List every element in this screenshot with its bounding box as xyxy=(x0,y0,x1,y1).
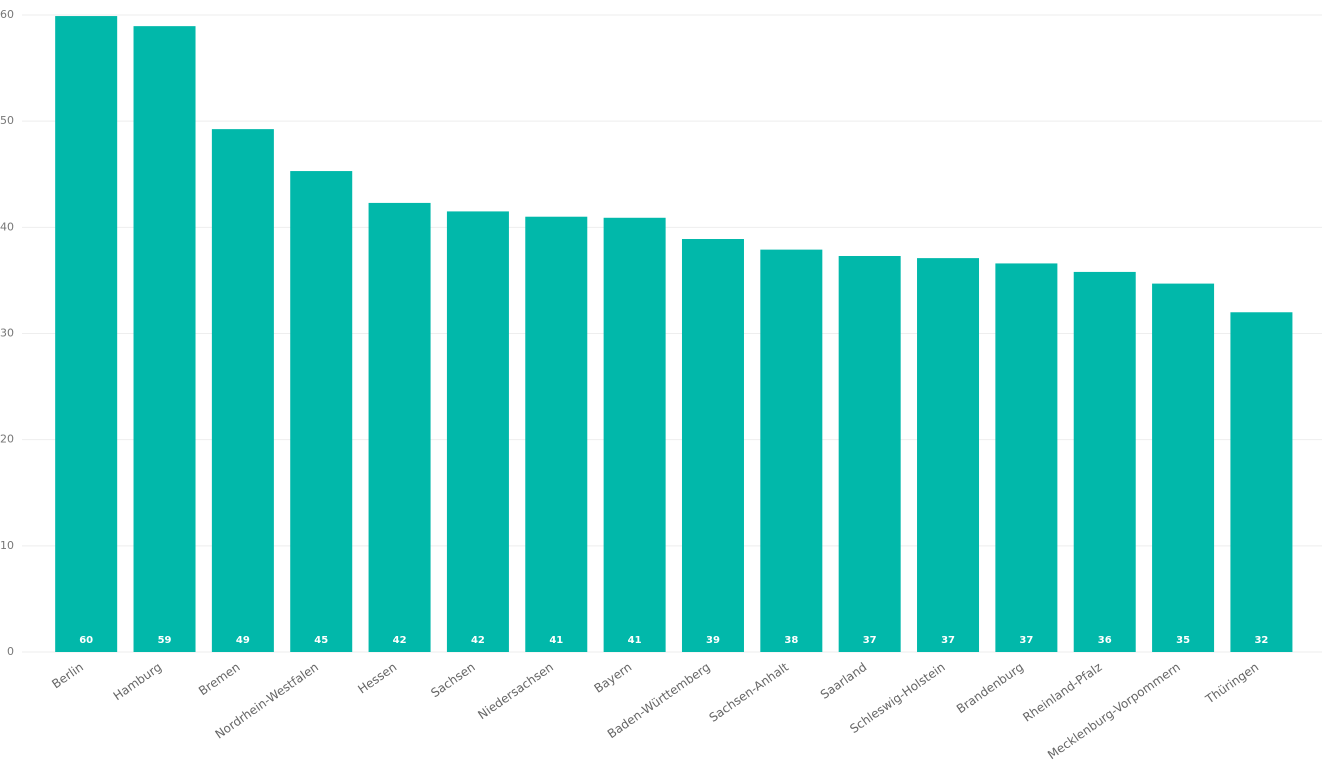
bar xyxy=(55,16,118,653)
bar xyxy=(760,249,823,652)
x-tick-label: Saarland xyxy=(818,660,870,702)
value-label: 37 xyxy=(863,635,877,646)
x-tick-label: Brandenburg xyxy=(954,660,1026,716)
value-label: 41 xyxy=(549,635,563,646)
bar xyxy=(603,217,666,653)
value-label: 42 xyxy=(471,635,485,646)
bar xyxy=(917,258,980,652)
bar xyxy=(525,216,588,652)
bar xyxy=(1152,283,1215,652)
y-tick-label: 60 xyxy=(0,8,14,21)
value-label: 41 xyxy=(628,635,642,646)
value-label: 38 xyxy=(784,635,798,646)
value-label: 32 xyxy=(1254,635,1268,646)
value-label: 37 xyxy=(941,635,955,646)
value-label: 36 xyxy=(1098,635,1112,646)
y-tick-label: 0 xyxy=(7,645,14,658)
value-label: 59 xyxy=(158,635,172,646)
x-tick-label: Bremen xyxy=(196,660,243,698)
value-label: 49 xyxy=(236,635,250,646)
y-tick-label: 20 xyxy=(0,433,14,446)
x-tick-label: Thüringen xyxy=(1202,660,1261,707)
value-label: 60 xyxy=(79,635,93,646)
bar xyxy=(995,263,1058,652)
y-tick-label: 40 xyxy=(0,220,14,233)
y-tick-label: 50 xyxy=(0,114,14,127)
bar xyxy=(368,202,431,653)
bar xyxy=(446,211,509,653)
x-tick-label: Bayern xyxy=(592,660,635,696)
x-tick-label: Hessen xyxy=(355,660,399,697)
bar xyxy=(290,171,353,652)
x-tick-label: Berlin xyxy=(49,660,86,691)
bar xyxy=(1230,312,1293,652)
y-tick-label: 30 xyxy=(0,327,14,340)
value-label: 35 xyxy=(1176,635,1190,646)
value-label: 42 xyxy=(393,635,407,646)
x-tick-label: Mecklenburg-Vorpommern xyxy=(1045,660,1183,762)
x-tick-label: Niedersachsen xyxy=(475,660,556,722)
bar xyxy=(211,129,274,653)
x-tick-label: Sachsen-Anhalt xyxy=(707,660,792,725)
y-tick-label: 10 xyxy=(0,539,14,552)
x-tick-label: Hamburg xyxy=(111,660,165,703)
value-label: 39 xyxy=(706,635,720,646)
value-label: 45 xyxy=(314,635,328,646)
bar xyxy=(838,255,901,652)
bar xyxy=(133,26,196,652)
value-label: 37 xyxy=(1019,635,1033,646)
bar xyxy=(1073,271,1136,652)
bar xyxy=(681,239,744,653)
x-tick-label: Rheinland-Pfalz xyxy=(1020,660,1104,725)
x-tick-label: Sachsen xyxy=(428,660,477,700)
